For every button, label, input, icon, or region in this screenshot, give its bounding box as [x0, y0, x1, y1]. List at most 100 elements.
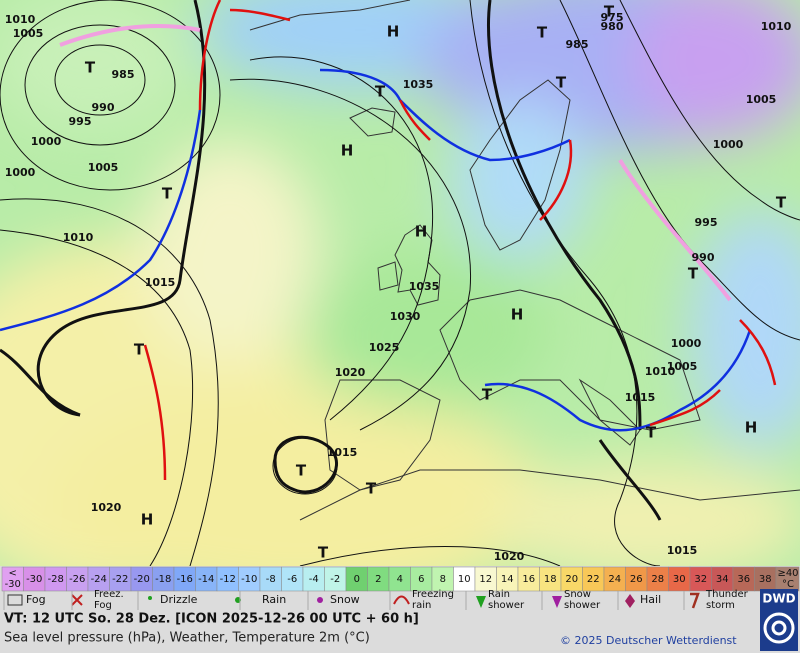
scale-label: -22: [112, 574, 128, 585]
pressure-label: 980: [601, 20, 624, 33]
scale-label: -10: [241, 574, 257, 585]
scale-label: 26: [630, 574, 643, 585]
fronts: [0, 0, 777, 481]
valid-time: VT: 12 UTC So. 28 Dez. [ICON 2025-12-26 …: [4, 612, 419, 627]
scale-label: -20: [134, 574, 150, 585]
scale-label: -14: [198, 574, 214, 585]
occlusions: [59, 24, 732, 302]
pressure-label: 1030: [390, 310, 421, 323]
weather-legend-label: storm: [706, 600, 735, 611]
pressure-label: 990: [692, 251, 715, 264]
scale-label: -8: [266, 574, 276, 585]
scale-label: 34: [716, 574, 729, 585]
scale-label: -2: [330, 574, 340, 585]
pressure-label: 1005: [667, 360, 698, 373]
scale-label: 30: [673, 574, 686, 585]
pressure-label: 975: [601, 11, 624, 24]
pressure-center: H: [387, 23, 400, 41]
pressure-label: 1010: [645, 365, 676, 378]
temperature-field: [0, 0, 800, 566]
scale-label: 0: [354, 574, 360, 585]
scale-label: 12: [479, 574, 492, 585]
scale-label: 16: [522, 574, 535, 585]
scale-label: -24: [91, 574, 107, 585]
pressure-label: 1010: [5, 13, 36, 26]
pressure-label: 1015: [625, 391, 656, 404]
pressure-center: H: [745, 419, 758, 437]
icon-fog: [7, 594, 23, 606]
copyright: © 2025 Deutscher Wetterdienst: [560, 634, 737, 647]
logo-text: DWD: [762, 592, 795, 606]
icon-rain-shower: [476, 596, 486, 608]
scale-label: -18: [155, 574, 171, 585]
pressure-label: 985: [112, 68, 135, 81]
pressure-label: 990: [92, 101, 115, 114]
scale-label: 10: [458, 574, 471, 585]
icon-freezing-rain: [393, 595, 410, 605]
description: Sea level pressure (hPa), Weather, Tempe…: [4, 631, 370, 646]
scale-label: 32: [694, 574, 707, 585]
icon-snow-shower: [552, 596, 562, 608]
pressure-label: 1025: [369, 341, 400, 354]
pressure-label: 1005: [88, 161, 119, 174]
pressure-center: T: [776, 194, 787, 212]
scale-label-low: <: [9, 568, 17, 579]
scale-label: 20: [565, 574, 578, 585]
scale-label: -6: [287, 574, 297, 585]
map: 1010100598599099510001005100010101015103…: [0, 0, 800, 566]
pressure-label: 1000: [31, 135, 62, 148]
scale-label: 38: [759, 574, 772, 585]
logo-mark-inner: [771, 620, 787, 636]
scale-label: -28: [48, 574, 64, 585]
weather-legend-label: Fog: [94, 600, 112, 611]
pressure-center: H: [415, 223, 428, 241]
weather-legend-label: Snow: [564, 589, 591, 600]
icon-thunderstorm: [690, 592, 700, 609]
scale-label: 28: [651, 574, 664, 585]
pressure-center: T: [688, 265, 699, 283]
pressure-center: T: [318, 544, 329, 562]
pressure-label: 1000: [5, 166, 36, 179]
weather-legend-label: Freezing: [412, 589, 454, 600]
scale-label: -4: [309, 574, 319, 585]
scale-label: 8: [440, 574, 446, 585]
pressure-label: 1010: [63, 231, 94, 244]
pressure-label: 1020: [494, 550, 525, 563]
pressure-center: T: [134, 341, 145, 359]
pressure-center: T: [537, 24, 548, 42]
pressure-label: 1015: [667, 544, 698, 557]
scale-label: 2: [375, 574, 381, 585]
isobars: [0, 0, 800, 566]
weather-legend-label: Snow: [330, 593, 360, 606]
pressure-label: 1015: [145, 276, 176, 289]
pressure-label: 1020: [335, 366, 366, 379]
scale-label: 22: [587, 574, 600, 585]
scale-label: 4: [397, 574, 403, 585]
weather-legend-label: shower: [488, 600, 525, 611]
pressure-labels: 1010100598599099510001005100010101015103…: [5, 11, 792, 563]
icon-freezing-fog: [71, 594, 83, 606]
scale-label-high: °C: [782, 579, 794, 590]
pressure-center: T: [375, 83, 386, 101]
scale-label-low: -30: [5, 579, 21, 590]
scale-label-high: ≥40: [777, 568, 798, 579]
weather-legend-label: Fog: [26, 593, 46, 606]
weather-legend-label: Drizzle: [160, 593, 198, 606]
pressure-centers: T T T H H T H T T H H T T H T T T T T T: [85, 3, 787, 562]
logo-mark: [763, 612, 795, 644]
pressure-label: 1005: [746, 93, 777, 106]
weather-legend-label: Hail: [640, 593, 661, 606]
scale-label: -16: [177, 574, 193, 585]
scale-label: -26: [69, 574, 85, 585]
weather-legend: Fog Freez.Fog Drizzle Rain Snow FreezingrainR…: [3, 589, 749, 611]
icon-snow: [317, 597, 323, 603]
pressure-label: 995: [69, 115, 92, 128]
pressure-center: T: [85, 59, 96, 77]
pressure-label: 1000: [671, 337, 702, 350]
weather-legend-label: Freez.: [94, 589, 124, 600]
scale-label: -12: [220, 574, 236, 585]
weather-legend-label: shower: [564, 600, 601, 611]
weather-legend-label: Rain: [488, 589, 510, 600]
pressure-center: H: [341, 142, 354, 160]
